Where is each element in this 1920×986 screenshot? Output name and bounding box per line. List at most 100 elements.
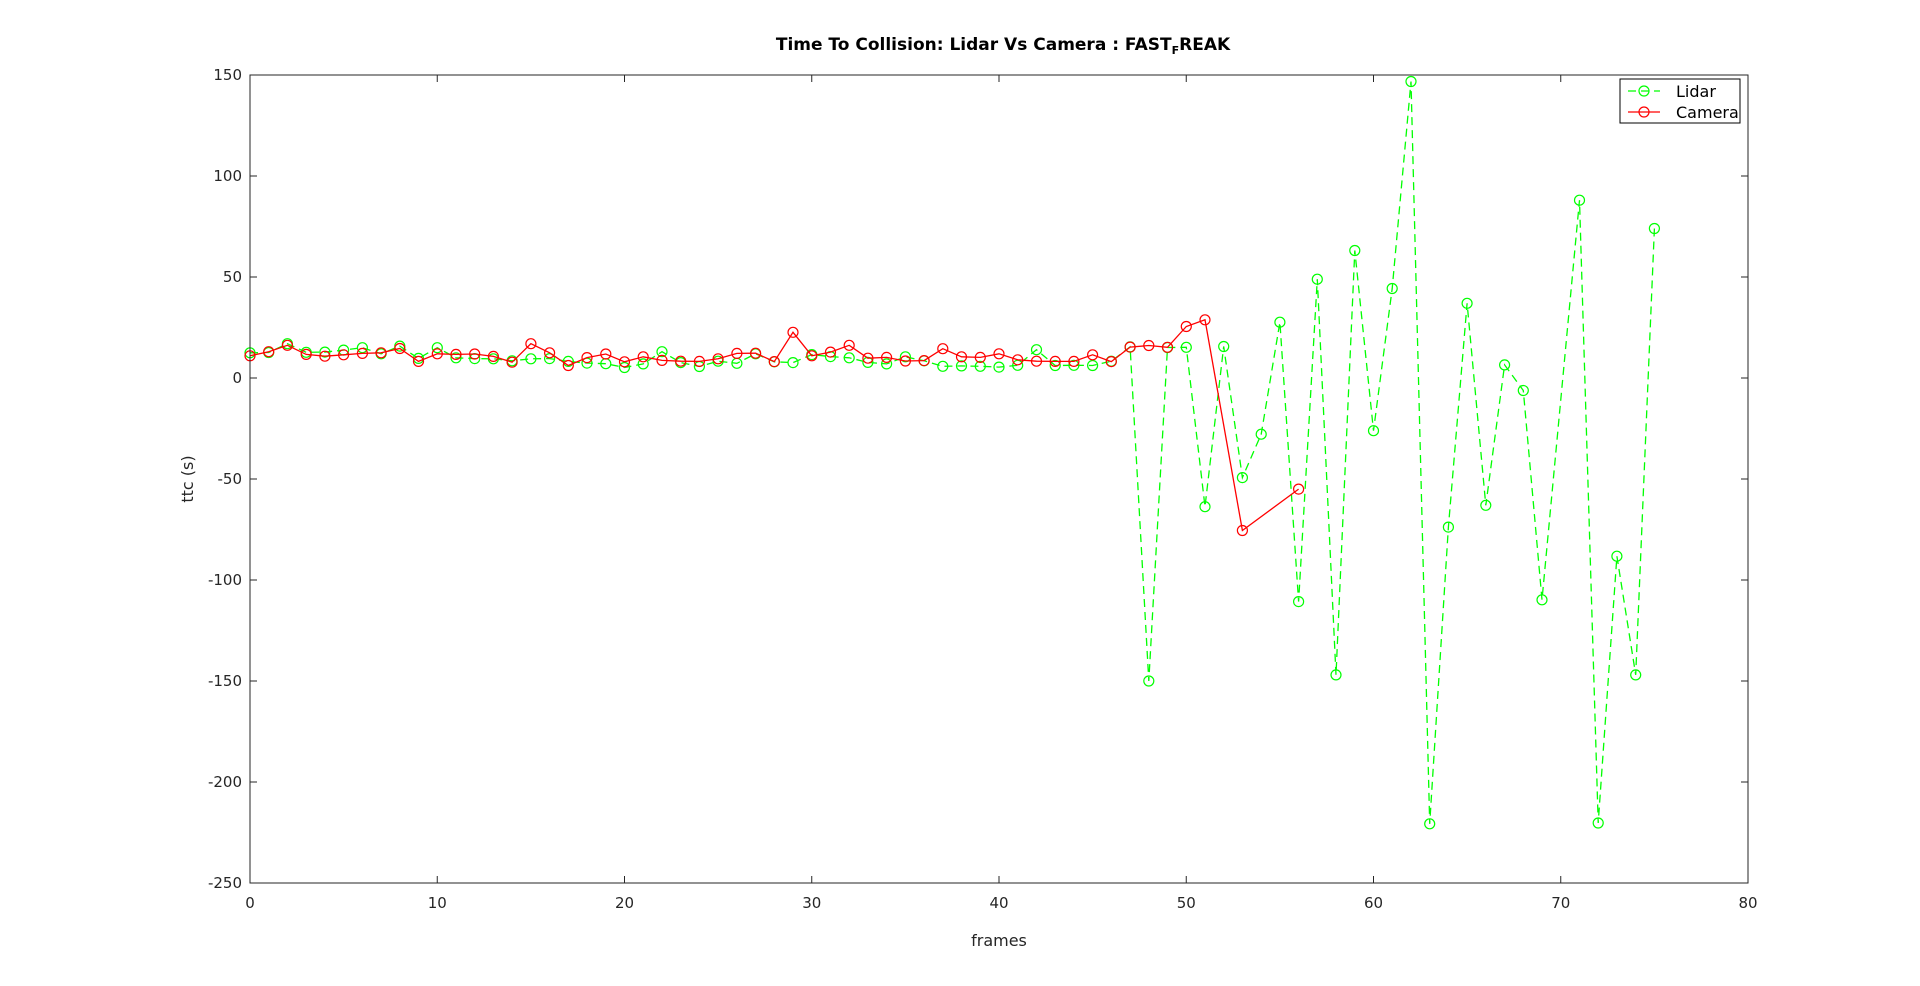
data-point-camera	[843, 339, 855, 351]
data-point-camera	[431, 348, 443, 360]
data-point-camera	[955, 351, 968, 363]
legend-marker-camera	[1638, 106, 1650, 118]
data-point-lidar	[1255, 428, 1267, 440]
chart-title-main: Time To Collision: Lidar Vs Camera : FAS…	[776, 35, 1172, 55]
data-point-camera	[525, 338, 537, 350]
data-point-lidar	[450, 352, 462, 364]
data-point-camera	[712, 353, 724, 365]
data-point-camera	[1236, 524, 1249, 537]
data-point-lidar	[1517, 384, 1529, 397]
data-point-camera	[1124, 341, 1136, 353]
data-point-lidar	[1648, 222, 1661, 235]
data-point-camera	[338, 349, 350, 361]
data-point-camera	[450, 348, 462, 360]
y-tick-label: 100	[213, 167, 242, 185]
chart-title-suffix: REAK	[1179, 35, 1231, 55]
data-point-camera	[319, 350, 331, 362]
x-tick-label: 80	[1738, 894, 1757, 912]
data-point-lidar	[1405, 75, 1417, 88]
data-point-lidar	[1330, 669, 1342, 681]
data-point-camera	[506, 356, 518, 368]
data-point-camera	[1049, 355, 1061, 367]
y-tick-label: 150	[213, 66, 242, 84]
plot-frame	[249, 74, 1749, 884]
data-point-camera	[918, 355, 930, 367]
data-point-lidar	[1143, 675, 1155, 687]
data-point-camera	[806, 350, 818, 362]
chart-title: Time To Collision: Lidar Vs Camera : FAS…	[776, 35, 1231, 57]
data-point-camera	[862, 352, 874, 364]
x-tick-label: 0	[245, 894, 255, 912]
data-point-camera	[375, 347, 387, 359]
data-point-camera	[487, 350, 499, 362]
x-tick-label: 10	[428, 894, 447, 912]
data-point-lidar	[1236, 472, 1249, 484]
x-tick-label: 40	[989, 894, 1008, 912]
data-point-camera	[1068, 355, 1080, 367]
data-point-lidar	[356, 342, 368, 354]
data-point-lidar	[1442, 521, 1455, 533]
data-point-camera	[1161, 341, 1174, 353]
x-tick-label: 50	[1177, 894, 1196, 912]
data-point-lidar	[1592, 817, 1604, 829]
data-point-camera	[1292, 483, 1305, 495]
data-point-lidar	[1292, 595, 1305, 608]
series-line-lidar	[249, 81, 1656, 824]
data-point-lidar	[1480, 499, 1492, 511]
data-point-camera	[693, 355, 706, 367]
data-point-lidar	[1311, 273, 1323, 285]
tick-layer: 0 10 20 30 40 50 60 70 80 -250 -200 -150 -100 -50 0 50 1…	[208, 66, 1758, 912]
legend: Lidar Camera	[1619, 78, 1741, 124]
data-point-lidar	[1068, 359, 1080, 371]
x-axis-label: frames	[971, 931, 1027, 950]
legend-label-lidar: Lidar	[1676, 82, 1716, 101]
data-point-lidar	[1274, 316, 1286, 328]
series-camera	[244, 314, 1305, 537]
data-point-camera	[880, 351, 893, 363]
data-point-camera	[675, 355, 687, 367]
data-point-camera	[637, 351, 649, 363]
data-point-lidar	[637, 358, 649, 370]
data-point-camera	[824, 346, 837, 358]
data-point-camera	[356, 347, 368, 359]
data-point-lidar	[843, 352, 855, 364]
data-point-lidar	[1573, 194, 1586, 206]
data-point-camera	[543, 347, 556, 359]
series-layer	[244, 75, 1661, 830]
data-point-camera	[300, 348, 312, 360]
data-point-camera	[1012, 354, 1024, 366]
data-point-camera	[1143, 339, 1155, 352]
data-point-camera	[656, 354, 668, 366]
x-tick-label: 30	[802, 894, 821, 912]
data-point-lidar	[1386, 282, 1398, 295]
data-point-lidar	[1199, 501, 1211, 513]
data-point-lidar	[1030, 344, 1043, 356]
data-point-lidar	[937, 360, 949, 372]
data-point-lidar	[431, 342, 443, 354]
data-point-camera	[1180, 320, 1192, 333]
x-tick-label: 70	[1551, 894, 1570, 912]
data-point-camera	[263, 346, 275, 358]
data-point-lidar	[1424, 818, 1436, 830]
data-point-lidar	[880, 358, 893, 370]
data-point-lidar	[1367, 425, 1380, 437]
data-point-camera	[1030, 355, 1043, 367]
data-point-lidar	[899, 351, 912, 363]
data-point-camera	[281, 339, 293, 351]
data-point-lidar	[1498, 359, 1511, 371]
data-point-camera	[749, 347, 762, 359]
y-tick-label: 0	[232, 369, 242, 387]
y-tick-label: -250	[208, 874, 242, 892]
data-point-camera	[768, 356, 780, 368]
data-point-lidar	[974, 360, 986, 372]
data-point-lidar	[1180, 341, 1192, 353]
y-tick-label: -150	[208, 672, 242, 690]
data-point-lidar	[1611, 550, 1623, 562]
data-point-lidar	[787, 357, 799, 369]
x-tick-label: 60	[1364, 894, 1383, 912]
data-point-lidar	[1536, 594, 1548, 606]
data-point-lidar	[656, 346, 668, 358]
data-point-camera	[600, 348, 612, 360]
data-point-camera	[937, 343, 949, 355]
